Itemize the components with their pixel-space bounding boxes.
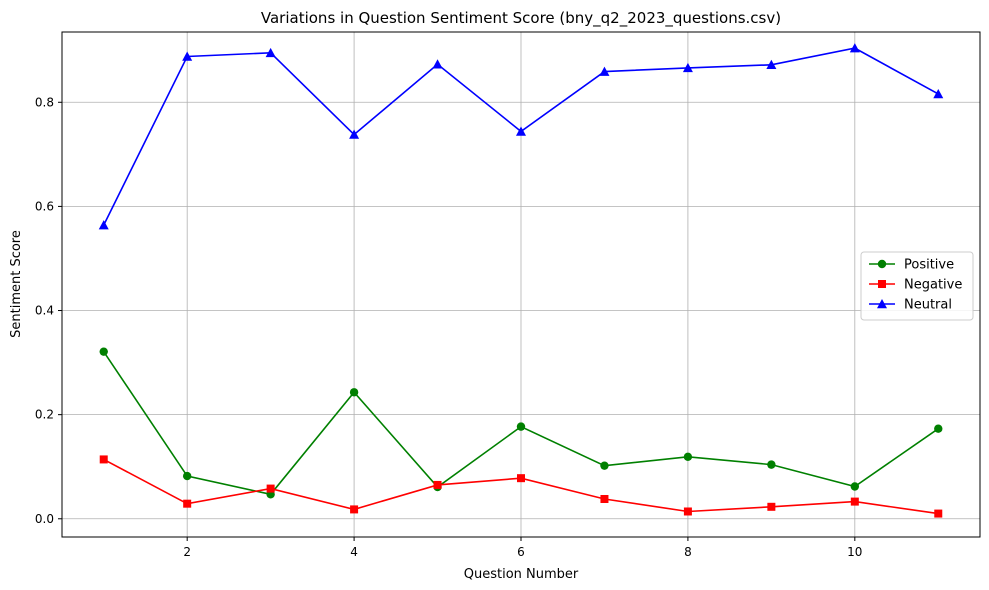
x-tick-label: 2: [183, 545, 191, 559]
legend-label-positive: Positive: [904, 258, 954, 273]
data-point-positive: [99, 347, 108, 356]
data-point-neutral: [599, 66, 610, 76]
data-point-negative: [350, 505, 359, 514]
data-point-positive: [600, 461, 609, 470]
data-point-neutral: [682, 62, 693, 73]
data-point-negative: [850, 497, 859, 506]
y-tick-label: 0.2: [35, 408, 54, 422]
grid-lines: [62, 32, 980, 537]
data-point-negative: [517, 474, 525, 483]
y-tick-label: 0.8: [35, 95, 54, 109]
data-point-neutral: [349, 129, 360, 139]
data-point-neutral: [432, 59, 443, 69]
data-point-negative: [183, 499, 192, 508]
y-axis-label: Sentiment Score: [9, 230, 24, 338]
data-point-negative: [266, 484, 275, 493]
data-point-neutral: [933, 88, 944, 99]
chart-title: Variations in Question Sentiment Score (…: [261, 9, 781, 28]
data-point-negative: [683, 507, 692, 516]
data-point-negative: [767, 502, 776, 511]
data-point-positive: [767, 460, 776, 469]
legend-marker-negative: [878, 280, 886, 288]
series-positive: [99, 347, 943, 499]
x-tick-label: 10: [847, 545, 862, 559]
data-point-neutral: [182, 51, 193, 61]
legend-label-negative: Negative: [904, 278, 962, 293]
legend-box: [860, 251, 974, 321]
x-tick-label: 6: [517, 545, 525, 559]
data-point-positive: [934, 424, 943, 433]
data-point-negative: [934, 509, 943, 518]
series-negative: [99, 455, 943, 518]
data-point-neutral: [265, 47, 276, 58]
x-axis-label: Question Number: [464, 567, 579, 582]
legend-entry-positive: Positive: [869, 258, 954, 273]
data-point-negative: [600, 494, 609, 503]
legend-marker-positive: [877, 259, 887, 269]
legend: Positive Negative Neutral: [860, 251, 974, 321]
legend-entry-negative: Negative: [869, 278, 962, 293]
data-point-positive: [850, 482, 860, 491]
legend-marker-neutral: [877, 299, 887, 309]
data-point-neutral: [98, 220, 109, 230]
y-tick-label: 0.4: [35, 304, 54, 318]
series-neutral: [98, 43, 944, 230]
data-point-positive: [683, 452, 693, 462]
data-point-neutral: [766, 59, 777, 70]
y-tick-label: 0.6: [35, 199, 54, 213]
axis-ticks: 2 4 6 8 10 0.0 0.2 0.4 0.6 0.8: [35, 95, 863, 559]
data-point-positive: [182, 471, 192, 481]
legend-entry-neutral: Neutral: [869, 298, 952, 313]
data-point-negative: [433, 480, 442, 489]
data-point-negative: [99, 455, 108, 464]
series-layer: [98, 43, 944, 518]
x-tick-label: 4: [350, 545, 358, 559]
data-point-neutral: [849, 43, 860, 53]
y-tick-label: 0.0: [35, 512, 54, 526]
legend-label-neutral: Neutral: [904, 298, 952, 313]
data-point-positive: [516, 422, 526, 431]
x-tick-label: 8: [684, 545, 692, 559]
data-point-neutral: [516, 126, 526, 136]
data-point-positive: [349, 388, 359, 397]
